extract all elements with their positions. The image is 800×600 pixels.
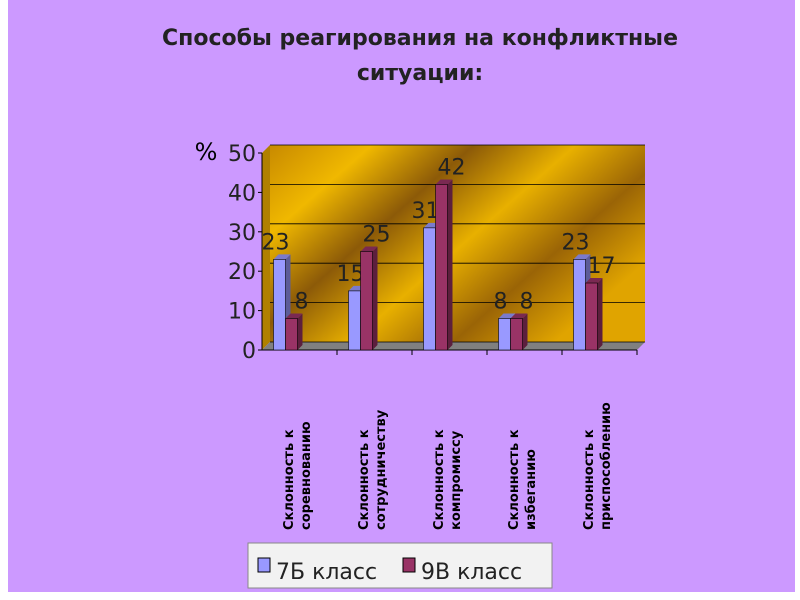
bar <box>435 184 448 351</box>
bar-side <box>447 179 453 350</box>
legend-swatch <box>402 557 416 573</box>
value-label: 42 <box>438 156 466 181</box>
y-tick-label: 20 <box>228 260 256 285</box>
bar-top <box>360 246 378 252</box>
bar <box>498 318 511 351</box>
value-label: 15 <box>337 262 365 287</box>
value-label: 25 <box>363 223 391 248</box>
bar <box>423 227 436 351</box>
y-tick-label: 0 <box>242 339 256 364</box>
legend <box>247 542 553 589</box>
x-tick-label: Склонность к приспособлению <box>581 402 614 530</box>
x-tick-label: Склонность к соревнованию <box>281 421 314 530</box>
value-label: 8 <box>295 289 309 314</box>
bar <box>285 318 298 351</box>
value-label: 17 <box>588 254 616 279</box>
legend-label: 7Б класс <box>276 560 377 585</box>
bar-side <box>372 246 378 350</box>
x-tick-label: Склонность к избеганию <box>506 429 539 530</box>
value-label: 8 <box>520 289 534 314</box>
value-label: 23 <box>262 230 290 255</box>
y-tick-label: 10 <box>228 300 256 325</box>
bar <box>360 251 373 351</box>
legend-label: 9В класс <box>421 560 522 585</box>
bar <box>510 318 523 351</box>
x-tick-label: Склонность к сотрудничеству <box>356 409 389 530</box>
y-axis-title: % <box>195 138 218 166</box>
bar-side <box>297 313 303 350</box>
bar-side <box>522 313 528 350</box>
bar-top <box>285 313 303 319</box>
bar-top <box>498 313 516 319</box>
bar <box>348 290 361 351</box>
bar <box>585 282 598 351</box>
y-tick-label: 40 <box>228 181 256 206</box>
chart-title: Способы реагирования на конфликтные <box>162 26 678 51</box>
x-tick-label: Склонность к компромиссу <box>431 429 464 530</box>
bar-top <box>435 179 453 185</box>
bar-top <box>585 278 603 284</box>
bar-top <box>573 254 591 260</box>
legend-swatch <box>257 557 271 573</box>
value-label: 31 <box>412 199 440 224</box>
value-label: 8 <box>494 289 508 314</box>
bar <box>573 259 586 351</box>
y-tick-label: 30 <box>228 221 256 246</box>
chart-title: ситуации: <box>357 61 483 86</box>
side-wall <box>262 145 270 350</box>
bar <box>273 259 286 351</box>
value-label: 23 <box>562 230 590 255</box>
y-tick-label: 50 <box>228 142 256 167</box>
bar-top <box>273 254 291 260</box>
bar-top <box>510 313 528 319</box>
bar-side <box>597 278 603 350</box>
